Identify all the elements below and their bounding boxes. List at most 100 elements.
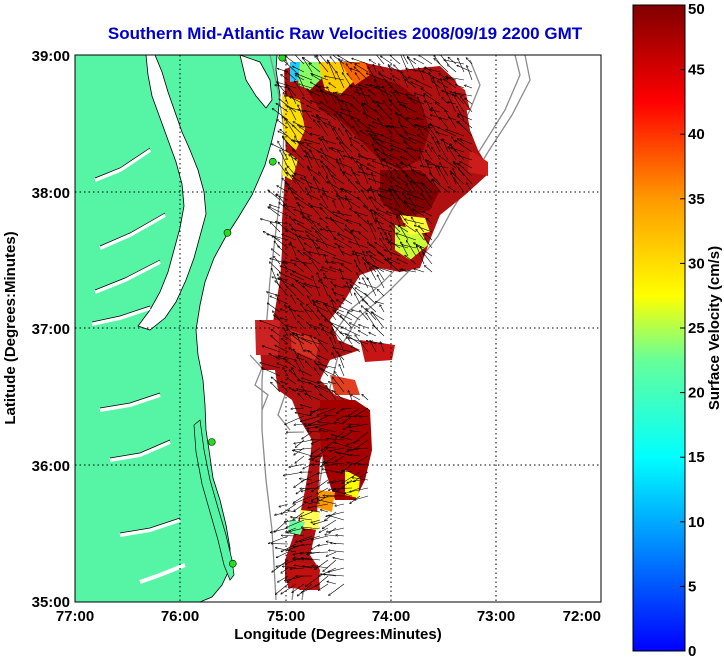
velocity-vector [310,407,321,415]
velocity-vector [460,96,473,113]
velocity-vector [295,360,305,377]
velocity-vector [312,479,329,492]
velocity-vector [276,559,297,567]
colorbar-tick-label: 30 [688,255,705,272]
velocity-vector [307,431,321,432]
velocity-vector [375,243,385,249]
velocity-vector [407,148,425,153]
velocity-vector [359,283,377,289]
velocity-vector [402,193,409,201]
velocity-vector [341,471,353,473]
velocity-vector [349,323,361,329]
velocity-vector [445,110,457,129]
velocity-vector [363,113,377,121]
colorbar-ticks: 0 5 10 15 20 25 30 35 40 45 50 [680,1,705,659]
velocity-vector [318,151,337,161]
velocity-vector [381,232,385,241]
velocity-vector [337,415,345,420]
velocity-vector [290,97,305,105]
velocity-vector [276,103,289,113]
velocity-vector [424,68,441,73]
velocity-vector [354,407,369,417]
velocity-vector [421,88,433,97]
velocity-vector [375,302,385,305]
velocity-vector [358,154,369,161]
velocity-vector [288,511,297,513]
velocity-vector [301,338,321,345]
velocity-vector [332,353,337,361]
velocity-vector [424,128,433,137]
velocity-vector [275,281,289,297]
velocity-vector [317,487,329,494]
velocity-vector [275,583,289,595]
velocity-vector [389,66,401,73]
velocity-vector [269,353,281,361]
velocity-vector [307,296,313,305]
radar-station-marker [278,55,286,62]
velocity-vector [348,407,361,416]
velocity-vector [416,80,433,89]
velocity-vector [346,196,353,209]
velocity-region [330,375,360,395]
radar-station-marker [208,438,216,446]
velocity-vector [400,114,417,129]
velocity-vector [360,416,369,417]
velocity-vector [369,244,385,257]
velocity-vector [310,407,329,412]
velocity-vector [334,293,345,297]
velocity-vector [281,74,289,81]
velocity-vector [311,447,321,454]
velocity-vector [307,105,321,113]
velocity-vector [297,125,313,129]
velocity-vector [304,283,321,289]
velocity-vector [285,119,297,137]
velocity-vector [422,183,433,193]
colorbar-tick-label: 40 [688,126,705,143]
velocity-vector [367,168,385,177]
velocity-vector [312,566,329,569]
velocity-vector [308,216,321,233]
velocity-vector [316,301,329,305]
velocity-vector [364,263,369,273]
velocity-vector [329,550,345,553]
velocity-vector [280,150,289,169]
colorbar [632,4,686,652]
velocity-vector [318,121,329,137]
velocity-vector [352,254,361,257]
velocity-vector [386,125,393,137]
velocity-vector [369,333,377,337]
velocity-vector [377,289,385,297]
velocity-vector [317,382,329,385]
velocity-vector [370,256,385,265]
velocity-vector [291,260,313,265]
velocity-vector [337,479,353,491]
velocity-vector [432,179,449,193]
velocity-vector [418,55,433,65]
velocity-vector [281,503,297,514]
velocity-vector [321,439,337,451]
velocity-vector [339,59,345,73]
velocity-vector [331,331,337,345]
tributaries [91,148,186,584]
velocity-vector [338,246,345,257]
velocity-vector [349,487,369,492]
velocity-vector [430,124,441,137]
colorbar-tick-label: 35 [688,191,705,208]
velocity-vector [317,407,337,415]
velocity-vector [334,372,345,385]
velocity-vector [317,500,337,505]
velocity-vector [373,64,377,73]
velocity-vector [369,60,377,65]
velocity-vector [295,234,305,249]
velocity-vector [351,310,361,313]
velocity-vector [422,71,441,81]
y-tick-label: 39:00 [32,48,70,65]
velocity-vector [336,535,345,536]
velocity-vector [347,312,361,321]
velocity-vector [406,94,417,97]
velocity-vector [282,385,289,393]
velocity-vector [294,209,313,217]
velocity-vector [385,80,401,97]
velocity-vector [284,358,297,369]
velocity-vector [286,527,297,532]
